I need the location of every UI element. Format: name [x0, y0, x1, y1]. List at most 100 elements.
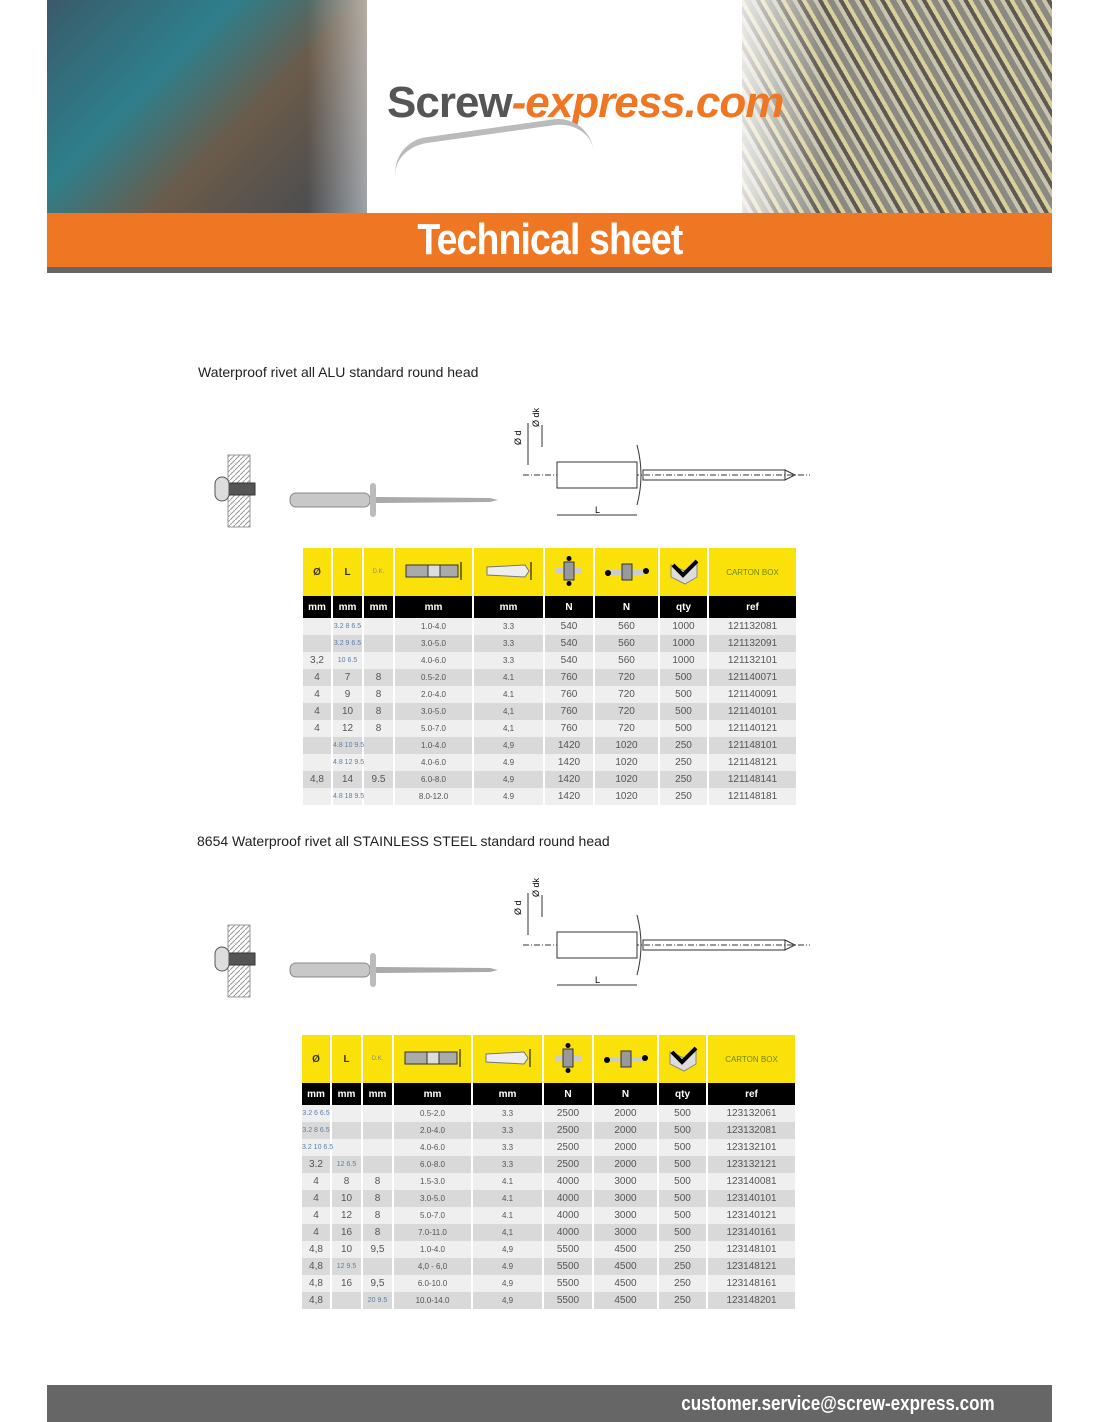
table-cell: 4,1: [473, 720, 545, 737]
table-cell: 4.0-6.0: [394, 754, 474, 771]
table-cell: 5.0-7.0: [394, 720, 474, 737]
table-cell: [331, 1122, 363, 1139]
table-cell: 4.1: [472, 1173, 544, 1190]
table-cell: [362, 1156, 394, 1173]
table-cell: 2000: [593, 1105, 659, 1122]
table-cell: 123140081: [707, 1173, 797, 1190]
table-cell: 12: [331, 1207, 363, 1224]
table-cell: 250: [658, 1241, 708, 1258]
unit-cell: ref: [707, 1083, 797, 1105]
table-cell: 3.0-5.0: [394, 703, 474, 720]
table-cell: 1020: [594, 737, 660, 754]
table-cell: 14: [332, 771, 364, 788]
table-cell: 8.0-12.0: [394, 788, 474, 805]
unit-cell: mm: [303, 596, 333, 618]
table-cell: 4000: [543, 1224, 594, 1241]
svg-text:Ø d: Ø d: [513, 430, 523, 445]
contact-email[interactable]: customer.service@screw-express.com: [681, 1393, 995, 1415]
tools-photo: [47, 0, 427, 213]
table-cell: 8: [363, 686, 395, 703]
table-cell: 760: [544, 686, 595, 703]
table-cell: 4: [303, 720, 333, 737]
table-cell: [363, 737, 395, 754]
table-cell: 2000: [593, 1156, 659, 1173]
table-cell: 4500: [593, 1292, 659, 1309]
rivet-drawing-1: Ø d Ø dk L: [205, 405, 815, 535]
unit-cell: ref: [708, 596, 798, 618]
table-cell: [331, 1139, 363, 1156]
table-cell: 1000: [659, 635, 709, 652]
tensile-strength-icon: [554, 555, 584, 589]
title-bar: Technical sheet: [47, 213, 1052, 267]
unit-cell: mm: [332, 596, 364, 618]
table-cell: 121148121: [708, 754, 798, 771]
box-icon: [669, 559, 699, 588]
table-cell: 10: [331, 1241, 363, 1258]
table-cell: 8: [362, 1173, 394, 1190]
unit-cell: mm: [363, 596, 395, 618]
table-cell: 4500: [593, 1258, 659, 1275]
unit-cell: mm: [302, 1083, 332, 1105]
table-cell: [362, 1122, 394, 1139]
header-cell: CARTON BOX: [707, 1035, 797, 1083]
table-cell: 720: [594, 703, 660, 720]
table-cell: 4,9: [472, 1292, 544, 1309]
table-cell: 1420: [544, 737, 595, 754]
table-cell: 1420: [544, 788, 595, 805]
table-row: 3.2 8 6.5 2.0-4.0 3.3 2500 2000 500 123132081: [302, 1122, 797, 1139]
table-cell: 250: [658, 1258, 708, 1275]
header-icon-cell: [658, 1035, 708, 1083]
table-cell: [363, 754, 395, 771]
unit-cell: N: [593, 1083, 659, 1105]
table-row: 4.8 12 9.5 4.0-6.0 4.9 1420 1020 250 121148121: [303, 754, 798, 771]
table-cell: 10: [332, 703, 364, 720]
table-cell: [362, 1105, 394, 1122]
table-cell: 560: [594, 618, 660, 635]
section1-title: Waterproof rivet all ALU standard round …: [198, 364, 479, 380]
logo: Screw-express.com: [387, 78, 784, 127]
table-cell: 10.0-14.0: [393, 1292, 473, 1309]
table-cell: 121132091: [708, 635, 798, 652]
table-cell: 121140071: [708, 669, 798, 686]
table-cell: 5500: [543, 1241, 594, 1258]
unit-cell: mm: [331, 1083, 363, 1105]
table-cell: 121140091: [708, 686, 798, 703]
table-cell: 12 9.5: [331, 1258, 363, 1275]
table-cell: 3000: [593, 1173, 659, 1190]
table-row: 4,8 20 9.5 10.0-14.0 4,9 5500 4500 250 12314820…: [302, 1292, 797, 1309]
table-cell: 3.2 10 6.5: [302, 1139, 333, 1156]
table-cell: 720: [594, 720, 660, 737]
table-cell: 3.0-5.0: [394, 635, 474, 652]
table-cell: 10 6.5: [332, 652, 364, 669]
table-cell: 8: [362, 1224, 394, 1241]
table-cell: 123140161: [707, 1224, 797, 1241]
table-cell: 4.8 10 9.5: [332, 737, 364, 754]
table-cell: 0.5-2.0: [393, 1105, 473, 1122]
table-cell: 720: [594, 669, 660, 686]
table-cell: 500: [658, 1173, 708, 1190]
table-cell: 3.3: [473, 635, 545, 652]
table-cell: 500: [658, 1156, 708, 1173]
header-icon-cell: [593, 1035, 659, 1083]
table-row: 4.8 10 9.5 1.0-4.0 4,9 1420 1020 250 121148101: [303, 737, 798, 754]
table-cell: 16: [331, 1275, 363, 1292]
table-cell: 1020: [594, 771, 660, 788]
table-cell: 720: [594, 686, 660, 703]
table-cell: 9: [332, 686, 364, 703]
table-cell: 4.1: [472, 1207, 544, 1224]
table-cell: 123132081: [707, 1122, 797, 1139]
table-cell: 2000: [593, 1139, 659, 1156]
svg-text:Ø dk: Ø dk: [531, 407, 541, 427]
table-cell: [331, 1105, 363, 1122]
table-cell: 3.2 6 6.5: [302, 1105, 332, 1122]
table-cell: [362, 1139, 394, 1156]
table-cell: 4.8 18 9.5: [332, 788, 364, 805]
table-cell: 9,5: [362, 1241, 394, 1258]
unit-cell: mm: [472, 1083, 544, 1105]
table-cell: 4.9: [473, 788, 545, 805]
table-cell: 6.0-8.0: [393, 1156, 473, 1173]
table-cell: 123132061: [707, 1105, 797, 1122]
table-cell: 2500: [543, 1122, 594, 1139]
